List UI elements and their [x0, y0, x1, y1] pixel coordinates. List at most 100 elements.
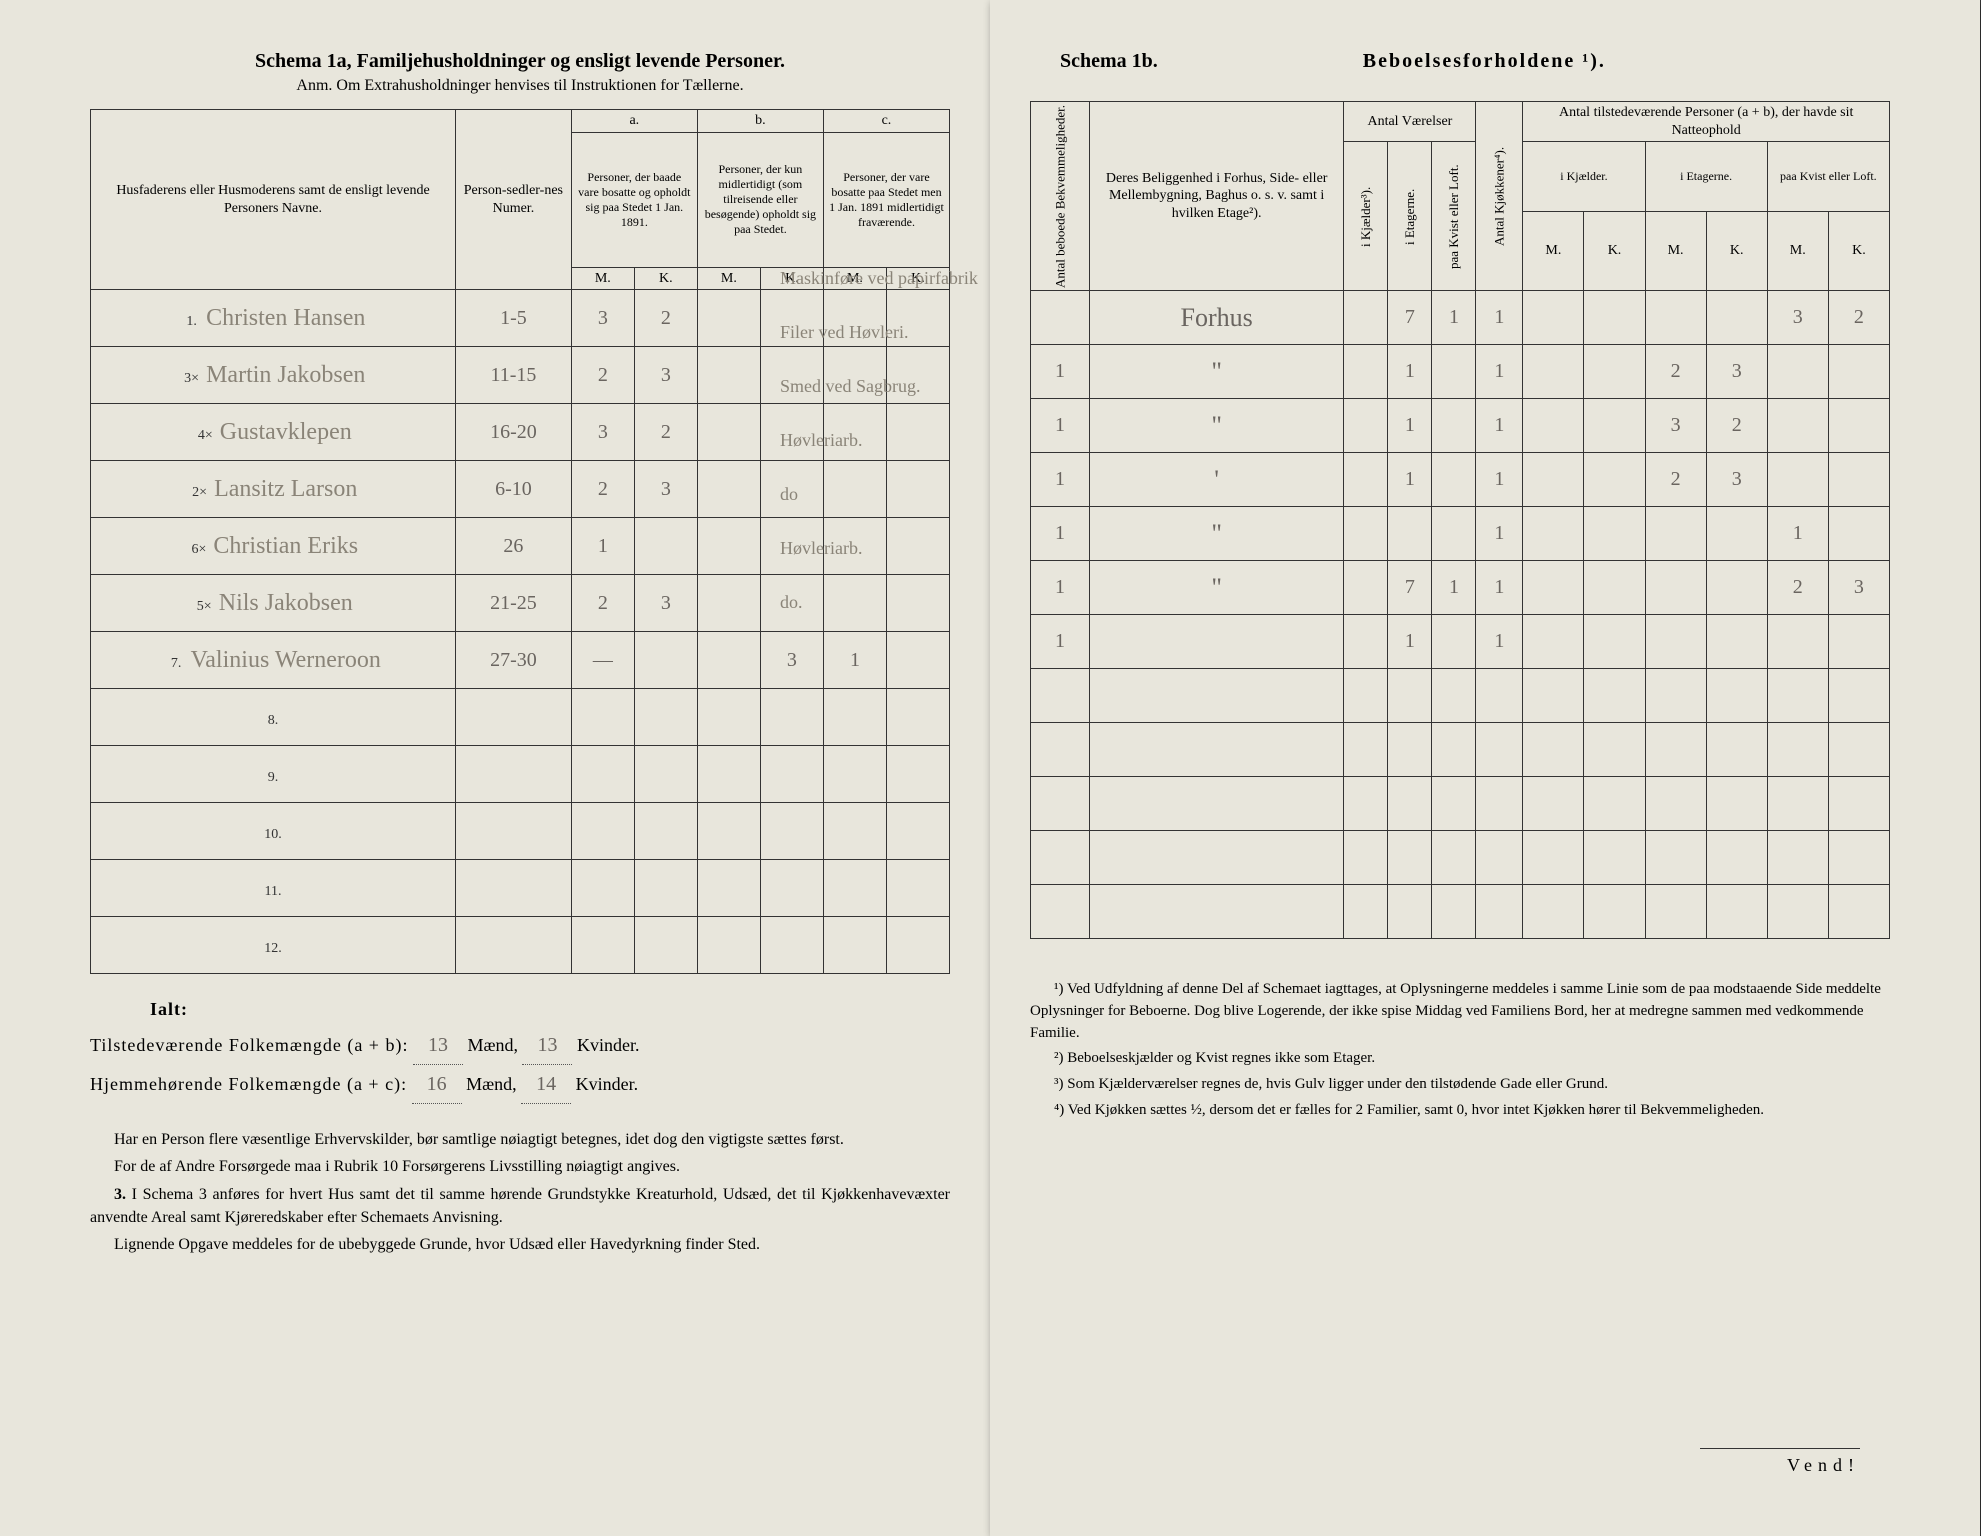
cell-kj	[1476, 777, 1523, 831]
cell-cK	[886, 917, 949, 974]
cell-num: 21-25	[456, 575, 572, 632]
tl1-k: 13	[522, 1026, 572, 1065]
cell-num	[456, 689, 572, 746]
cell-kjK	[1584, 507, 1645, 561]
cell-etK	[1706, 561, 1767, 615]
cell-bekv: 1	[1031, 615, 1090, 669]
hdr-personnum: Person-sedler-nes Numer.	[456, 110, 572, 290]
row-name-cell: 3× Martin Jakobsen	[91, 347, 456, 404]
cell-kjM	[1523, 615, 1584, 669]
fn4: ⁴) Ved Kjøkken sættes ½, dersom det er f…	[1030, 1100, 1890, 1122]
cell-vkv	[1432, 885, 1476, 939]
page-left: Schema 1a, Familjehusholdninger og ensli…	[0, 0, 990, 1536]
cell-cK	[886, 632, 949, 689]
cell-belig	[1089, 723, 1343, 777]
hdr-b-text: Personer, der kun midlertidigt (som tilr…	[697, 132, 823, 267]
cell-belig	[1089, 831, 1343, 885]
cell-aK: 2	[634, 290, 697, 347]
left-table-head: Husfaderens eller Husmoderens samt de en…	[91, 110, 950, 290]
cell-vk	[1344, 831, 1388, 885]
cell-kj	[1476, 885, 1523, 939]
cell-cM	[823, 689, 886, 746]
cell-etM	[1645, 723, 1706, 777]
occupation-note: Filer ved Høvleri.	[780, 322, 980, 343]
hdr-t-kj: i Kjælder.	[1523, 142, 1645, 212]
cell-etM	[1645, 777, 1706, 831]
cell-aK	[634, 803, 697, 860]
cell-vkv	[1432, 453, 1476, 507]
hdr-b-m: M.	[697, 267, 760, 290]
cell-aK	[634, 632, 697, 689]
cell-belig	[1089, 885, 1343, 939]
cell-etM: 2	[1645, 345, 1706, 399]
table-row: 111	[1031, 615, 1890, 669]
cell-vk	[1344, 615, 1388, 669]
cell-num	[456, 746, 572, 803]
cell-kvK	[1828, 507, 1889, 561]
cell-kj	[1476, 669, 1523, 723]
cell-vk	[1344, 507, 1388, 561]
cell-ve	[1388, 723, 1432, 777]
cell-ve	[1388, 507, 1432, 561]
hdr-kj-k: K.	[1584, 212, 1645, 291]
cell-belig: "	[1089, 507, 1343, 561]
cell-cM	[823, 746, 886, 803]
note-p1: Har en Person flere væsentlige Erhvervsk…	[90, 1128, 950, 1151]
occupation-note: Maskinføre ved papirfabrik	[780, 268, 980, 289]
cell-bM	[697, 575, 760, 632]
cell-cK	[886, 803, 949, 860]
hdr-a-label: a.	[571, 110, 697, 133]
table-row: Forhus71132	[1031, 291, 1890, 345]
cell-num	[456, 803, 572, 860]
cell-bekv: 1	[1031, 561, 1090, 615]
cell-aM: 3	[571, 290, 634, 347]
cell-kvM	[1767, 669, 1828, 723]
cell-kvK: 2	[1828, 291, 1889, 345]
cell-ve: 7	[1388, 291, 1432, 345]
cell-bM	[697, 689, 760, 746]
cell-aK	[634, 689, 697, 746]
cell-etK	[1706, 777, 1767, 831]
hdr-et-m: M.	[1645, 212, 1706, 291]
cell-kjM	[1523, 831, 1584, 885]
hdr-c-label: c.	[823, 110, 949, 133]
cell-belig: "	[1089, 399, 1343, 453]
cell-kj: 1	[1476, 345, 1523, 399]
cell-bK: 3	[760, 632, 823, 689]
cell-kvM	[1767, 831, 1828, 885]
cell-belig	[1089, 777, 1343, 831]
cell-bekv	[1031, 885, 1090, 939]
right-table: Antal beboede Bekvemmeligheder. Deres Be…	[1030, 101, 1890, 939]
row-name-cell: 4× Gustavklepen	[91, 404, 456, 461]
cell-etK	[1706, 615, 1767, 669]
ialt-label: Ialt:	[90, 992, 950, 1026]
vend-label: Vend!	[1700, 1448, 1860, 1476]
cell-bekv	[1031, 777, 1090, 831]
cell-etM	[1645, 291, 1706, 345]
tl1-munit: Mænd,	[467, 1035, 518, 1055]
cell-kvK	[1828, 345, 1889, 399]
cell-kvK	[1828, 669, 1889, 723]
cell-num: 26	[456, 518, 572, 575]
cell-bM	[697, 803, 760, 860]
cell-bM	[697, 404, 760, 461]
cell-vk	[1344, 453, 1388, 507]
cell-kvM	[1767, 615, 1828, 669]
cell-kjM	[1523, 291, 1584, 345]
cell-belig: Forhus	[1089, 291, 1343, 345]
tl2-kunit: Kvinder.	[576, 1074, 639, 1094]
cell-kjK	[1584, 453, 1645, 507]
table-row: 9.	[91, 746, 950, 803]
row-name-cell: 6× Christian Eriks	[91, 518, 456, 575]
cell-vkv	[1432, 723, 1476, 777]
cell-kvM: 1	[1767, 507, 1828, 561]
cell-vk	[1344, 345, 1388, 399]
totals-line2: Hjemmehørende Folkemængde (a + c): 16 Mæ…	[90, 1065, 950, 1104]
cell-kjM	[1523, 777, 1584, 831]
cell-kjM	[1523, 723, 1584, 777]
cell-etK	[1706, 831, 1767, 885]
cell-aK	[634, 518, 697, 575]
cell-kj	[1476, 723, 1523, 777]
cell-num: 11-15	[456, 347, 572, 404]
cell-etK: 3	[1706, 345, 1767, 399]
